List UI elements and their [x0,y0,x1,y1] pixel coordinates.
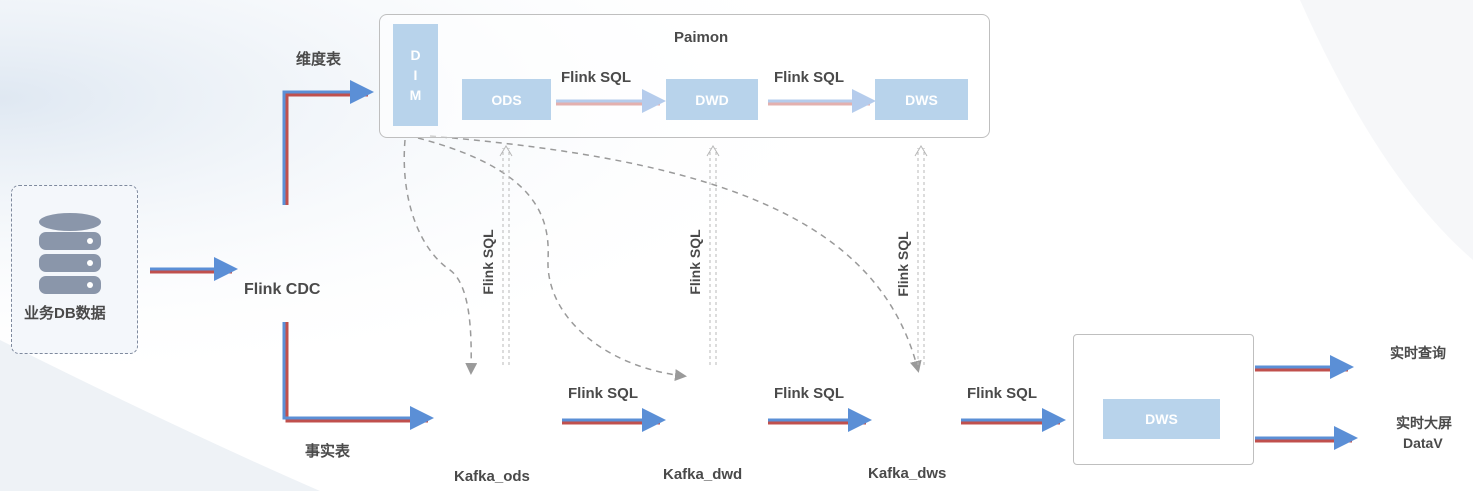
arrow-to-screen [1255,426,1358,450]
paimon-transform-2-label: Flink SQL [774,69,845,86]
paimon-title: Paimon [674,29,729,46]
dim-table-label: 维度表 [296,51,342,68]
dashed-sync-dws [917,148,925,365]
cdc-label: Flink CDC [244,281,321,298]
arrow-kafka-ods-to-dwd [562,408,666,432]
arrow-cdc-to-dim [282,80,374,205]
sync-ods-label: Flink SQL [480,229,496,295]
arrow-to-query [1255,355,1354,379]
source-db-label: 业务DB数据 [24,305,106,322]
kafka-transform-2-label: Flink SQL [774,385,845,402]
kafka-transform-3-label: Flink SQL [967,385,1038,402]
dashed-sync-ods [502,148,510,365]
paimon-dws-box: DWS [875,79,968,120]
kafka-transform-1-label: Flink SQL [568,385,639,402]
output-datav-label: DataV [1403,435,1443,451]
output-query-label: 实时查询 [1390,345,1446,361]
dashed-dim-to-kafka-dwd [417,137,687,381]
arrow-kafka-dwd-to-dws [768,408,872,432]
paimon-ods-box: ODS [462,79,551,120]
dim-letter-d: D [410,47,421,63]
paimon-transform-1-label: Flink SQL [561,69,632,86]
fact-table-label: 事实表 [305,443,351,460]
kafka-dws-label: Kafka_dws [868,465,947,482]
kafka-ods-label: Kafka_ods [454,468,530,485]
dim-letter-i: I [413,67,418,83]
sync-dwd-label: Flink SQL [687,229,703,295]
dashed-sync-dwd [709,148,717,365]
output-screen-label: 实时大屏 [1396,415,1452,431]
dim-box: D I M [393,24,438,126]
dim-letter-m: M [409,87,422,103]
arrow-cdc-to-fact [282,322,434,430]
sync-dws-label: Flink SQL [895,231,911,297]
database-icon [39,213,101,294]
paimon-dwd-box: DWD [666,79,758,120]
dashed-dim-to-kafka-ods [403,139,478,375]
dashed-dim-to-kafka-dws [429,135,922,373]
serving-dws-box: DWS [1103,399,1220,439]
arrow-kafka-dws-to-serving [961,408,1066,432]
kafka-dwd-label: Kafka_dwd [663,466,743,483]
arrow-db-to-cdc [150,257,238,281]
